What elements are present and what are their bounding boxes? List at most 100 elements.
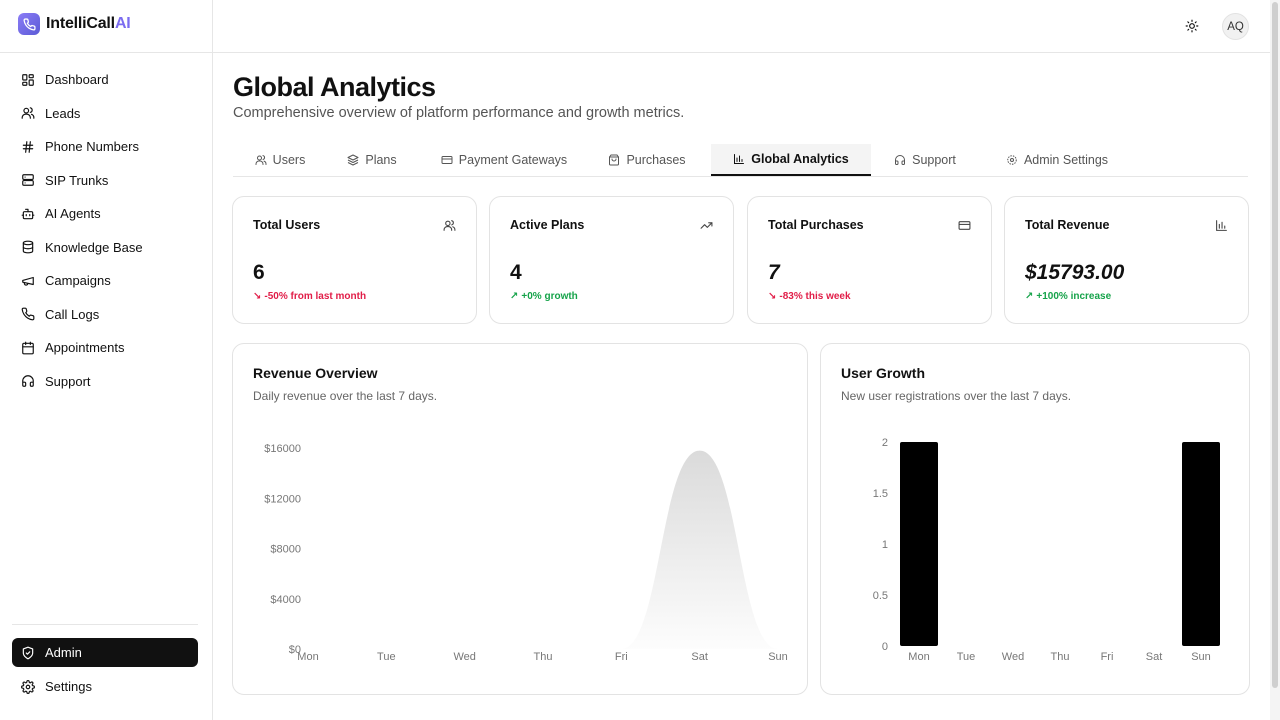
page-title: Global Analytics xyxy=(233,72,436,102)
y-tick-label: $8000 xyxy=(270,544,301,556)
user-growth-chart: 0 0.5 1 1.5 2 Mon Tue Wed Thu Fri Sat Sun xyxy=(873,437,1220,663)
bar-chart-icon xyxy=(1216,220,1227,231)
tab-label: Payment Gateways xyxy=(458,152,568,167)
tab-support[interactable]: Support xyxy=(888,144,962,175)
x-tick-label: Wed xyxy=(1002,651,1024,663)
sidebar-item-sip-trunks[interactable]: SIP Trunks xyxy=(12,166,198,195)
avatar[interactable]: AQ xyxy=(1222,13,1249,40)
x-tick-label: Thu xyxy=(534,651,553,663)
credit-card-icon xyxy=(958,221,971,230)
tab-label: Support xyxy=(912,152,956,167)
hash-icon xyxy=(22,140,34,153)
y-tick-label: $16000 xyxy=(264,443,301,455)
top-bar: AQ xyxy=(213,0,1270,53)
stat-change: ↘ -50% from last month xyxy=(253,291,366,302)
chart-title: Revenue Overview xyxy=(253,365,378,381)
brand-name: IntelliCallAI xyxy=(46,15,131,32)
stat-card-total-users: Total Users 6 ↘ -50% from last month xyxy=(232,196,477,324)
scrollbar-thumb[interactable] xyxy=(1272,2,1278,688)
sidebar-item-label: Knowledge Base xyxy=(45,239,143,255)
y-tick-label: 2 xyxy=(882,437,888,449)
x-tick-label: Fri xyxy=(615,651,628,663)
stat-card-total-purchases: Total Purchases 7 ↘ -83% this week xyxy=(747,196,992,324)
database-icon xyxy=(22,240,34,254)
y-tick-label: 1.5 xyxy=(873,488,888,500)
tab-global-analytics[interactable]: Global Analytics xyxy=(711,144,871,176)
revenue-chart: $0 $4000 $8000 $12000 $16000 Mon Tue Wed Thu Fri S… xyxy=(264,443,788,663)
tab-purchases[interactable]: Purchases xyxy=(601,144,693,175)
divider xyxy=(0,52,212,53)
gear-icon xyxy=(1007,154,1017,165)
tab-label: Admin Settings xyxy=(1023,152,1109,167)
chart-subtitle: Daily revenue over the last 7 days. xyxy=(253,389,438,403)
server-icon xyxy=(22,174,34,186)
stat-change-text: -83% this week xyxy=(779,291,851,302)
credit-card-icon xyxy=(441,155,453,164)
bar-chart-icon xyxy=(734,154,745,164)
sidebar-item-ai-agents[interactable]: AI Agents xyxy=(12,199,198,228)
sidebar-item-settings[interactable]: Settings xyxy=(12,672,198,701)
sidebar-item-appointments[interactable]: Appointments xyxy=(12,333,198,362)
stat-value: $15793.00 xyxy=(1025,261,1125,284)
divider xyxy=(12,624,198,625)
sidebar-item-admin[interactable]: Admin xyxy=(12,638,198,667)
stat-change: ↗ +0% growth xyxy=(510,291,578,302)
sidebar-item-label: Settings xyxy=(45,679,92,694)
stat-value: 4 xyxy=(510,261,522,284)
x-tick-label: Sun xyxy=(768,651,788,663)
sidebar-item-call-logs[interactable]: Call Logs xyxy=(12,300,198,329)
x-tick-label: Mon xyxy=(908,651,929,663)
sidebar-item-dashboard[interactable]: Dashboard xyxy=(12,65,198,94)
sidebar-item-knowledge-base[interactable]: Knowledge Base xyxy=(12,233,198,262)
y-tick-label: $0 xyxy=(289,644,301,656)
x-tick-label: Fri xyxy=(1101,651,1114,663)
theme-toggle-button[interactable] xyxy=(1183,17,1201,35)
arrow-up-right-icon: ↗ xyxy=(1025,291,1034,302)
tab-payment-gateways[interactable]: Payment Gateways xyxy=(429,144,579,175)
stat-card-total-revenue: Total Revenue $15793.00 ↗ +100% increase xyxy=(1004,196,1249,324)
sidebar-item-label: Support xyxy=(45,373,91,389)
headset-icon xyxy=(22,375,34,387)
sidebar: IntelliCallAI Dashboard Leads Phone Numb… xyxy=(0,0,213,720)
shield-icon xyxy=(22,646,34,659)
x-tick-label: Mon xyxy=(297,651,318,663)
x-tick-label: Wed xyxy=(453,651,475,663)
bar[interactable] xyxy=(900,442,938,646)
scrollbar[interactable] xyxy=(1270,0,1280,720)
users-icon xyxy=(443,220,456,231)
sidebar-item-label: Phone Numbers xyxy=(45,139,139,154)
sun-icon xyxy=(1185,19,1199,33)
sidebar-item-label: Admin xyxy=(45,645,82,660)
y-tick-label: $12000 xyxy=(264,493,301,505)
gear-icon xyxy=(21,679,35,694)
sidebar-item-label: Dashboard xyxy=(45,72,109,87)
sidebar-item-label: Call Logs xyxy=(45,306,100,322)
x-tick-label: Tue xyxy=(957,651,976,663)
x-tick-label: Sun xyxy=(1191,651,1211,663)
tab-label: Users xyxy=(272,152,306,167)
tab-plans[interactable]: Plans xyxy=(337,144,407,175)
admin-tabs: Users Plans Payment Gateways Purchases G… xyxy=(233,144,1248,177)
sidebar-item-campaigns[interactable]: Campaigns xyxy=(12,266,198,295)
shopping-bag-icon xyxy=(609,154,620,165)
brand[interactable]: IntelliCallAI xyxy=(18,12,131,36)
sidebar-item-phone-numbers[interactable]: Phone Numbers xyxy=(12,132,198,161)
bar[interactable] xyxy=(1182,442,1220,646)
stat-label: Total Revenue xyxy=(1025,218,1110,232)
tab-admin-settings[interactable]: Admin Settings xyxy=(998,144,1116,175)
page-subtitle: Comprehensive overview of platform perfo… xyxy=(233,105,685,121)
stat-value: 7 xyxy=(768,261,780,284)
tab-users[interactable]: Users xyxy=(243,144,317,175)
tab-label: Global Analytics xyxy=(751,152,849,166)
x-tick-label: Thu xyxy=(1051,651,1070,663)
sidebar-item-support[interactable]: Support xyxy=(12,367,198,396)
sidebar-bottom: Admin Settings xyxy=(12,638,198,706)
sidebar-item-leads[interactable]: Leads xyxy=(12,99,198,128)
y-tick-label: $4000 xyxy=(270,594,301,606)
x-tick-label: Tue xyxy=(377,651,396,663)
trending-up-icon xyxy=(700,222,713,229)
y-tick-label: 0 xyxy=(882,641,888,653)
sidebar-item-label: Appointments xyxy=(45,340,125,355)
arrow-down-right-icon: ↘ xyxy=(253,291,262,302)
users-icon xyxy=(21,107,35,119)
